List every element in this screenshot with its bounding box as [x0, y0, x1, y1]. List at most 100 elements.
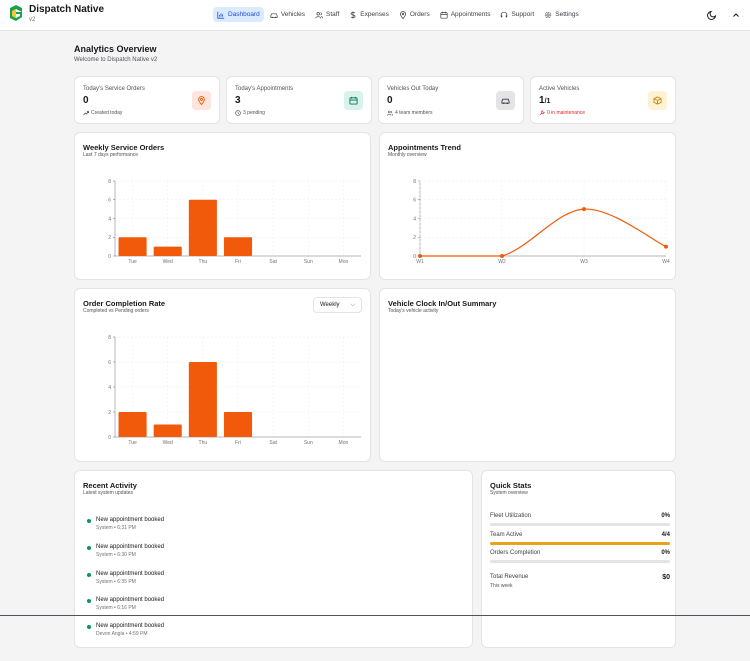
bar [118, 412, 147, 437]
stat-foot: 4 team members [387, 110, 433, 116]
revenue-label: Total Revenue [490, 574, 529, 580]
stat-value: 1/1 [539, 95, 550, 106]
nav-settings[interactable]: Settings [540, 7, 583, 22]
quick-stat-value: 0% [661, 550, 670, 556]
status-dot [87, 573, 91, 577]
quick-stat-value: 4/4 [661, 532, 670, 538]
activity-title: New appointment booked [96, 597, 165, 603]
x-tick-label: W2 [498, 259, 506, 265]
nav-vehicles[interactable]: Vehicles [266, 7, 309, 22]
period-select-value: Weekly [320, 302, 340, 308]
activity-meta: System • 6:30 PM [96, 552, 136, 558]
activity-meta: System • 6:31 PM [96, 525, 136, 531]
bar [223, 237, 253, 256]
card-title: Weekly Service Orders [83, 143, 165, 152]
dollar-icon [350, 10, 356, 19]
y-tick-label: 4 [108, 216, 111, 222]
nav-appointments[interactable]: Appointments [436, 7, 495, 22]
app-name: Dispatch Native [29, 4, 105, 15]
y-tick-label: 2 [108, 410, 111, 416]
nav-expenses-label: Expenses [360, 11, 389, 18]
bar [188, 199, 217, 256]
y-tick-label: 2 [413, 235, 416, 241]
bar [118, 237, 147, 256]
map-pin-icon [399, 10, 406, 19]
activity-item[interactable]: New appointment booked System • 6:31 PM [87, 516, 164, 532]
stat-foot-text: Created today [91, 110, 123, 116]
card-subtitle: Last 7 days performance [83, 152, 139, 158]
activity-item[interactable]: New appointment booked Devon Angia • 4:59… [87, 622, 164, 638]
quick-stat-row: Team Active 4/4 [490, 532, 670, 545]
calendar-icon [440, 11, 448, 19]
map-pin-icon [192, 91, 211, 110]
nav-expenses[interactable]: Expenses [345, 7, 393, 22]
users-icon [387, 110, 393, 116]
stat-card-vehicles-out[interactable]: Vehicles Out Today 0 4 team members [378, 76, 524, 124]
stat-card-active-vehicles[interactable]: Active Vehicles 1/1 0 in maintenance [530, 76, 676, 124]
activity-item[interactable]: New appointment booked System • 6:16 PM [87, 596, 164, 612]
nav-staff[interactable]: Staff [311, 7, 343, 22]
y-tick-label: 8 [108, 335, 111, 341]
x-tick-label: Wed [163, 440, 173, 446]
x-tick-label: Thu [199, 440, 208, 446]
card-title: Order Completion Rate [83, 299, 166, 308]
revenue-value: $0 [662, 574, 670, 581]
x-tick-label: Fri [235, 440, 241, 446]
stat-card-service-orders[interactable]: Today's Service Orders 0 Created today [74, 76, 220, 124]
series-line [419, 208, 667, 257]
card-subtitle: Today's vehicle activity [388, 308, 439, 314]
bar [153, 246, 182, 256]
nav-dashboard[interactable]: Dashboard [213, 7, 264, 22]
page-title: Analytics Overview [74, 44, 157, 54]
revenue-note: This week [490, 583, 513, 589]
period-select[interactable]: Weekly ⌵ [313, 297, 362, 313]
quick-stat-row: Orders Completion 0% [490, 550, 670, 563]
stat-value-suffix: /1 [544, 98, 551, 105]
stat-card-appointments[interactable]: Today's Appointments 3 3 pending [226, 76, 372, 124]
card-title: Quick Stats [490, 481, 532, 490]
x-tick-label: W4 [662, 259, 670, 265]
nav-vehicles-label: Vehicles [280, 11, 306, 18]
weekly-orders-card: Weekly Service Orders Last 7 days perfor… [74, 132, 371, 280]
trend-up-icon [83, 111, 89, 116]
data-point [418, 254, 422, 258]
stat-foot: Created today [83, 110, 122, 116]
card-title: Recent Activity [83, 481, 137, 490]
nav-staff-label: Staff [326, 11, 340, 18]
x-tick-label: Wed [163, 259, 173, 265]
activity-title: New appointment booked [96, 544, 165, 550]
y-tick-label: 8 [413, 179, 416, 185]
stat-value-number: 1 [539, 95, 545, 106]
app-version: v2 [29, 17, 36, 23]
collapse-button[interactable] [730, 9, 742, 21]
activity-meta: System • 6:16 PM [96, 605, 136, 611]
calendar-icon [344, 91, 363, 110]
quick-stat-label: Fleet Utilization [490, 513, 532, 519]
page-subtitle: Welcome to Dispatch Native v2 [74, 57, 158, 63]
theme-toggle-button[interactable] [706, 9, 718, 21]
card-title: Vehicle Clock In/Out Summary [388, 299, 497, 308]
y-tick-label: 4 [413, 216, 416, 222]
car-icon [270, 12, 278, 18]
nav-support[interactable]: Support [496, 7, 538, 22]
appointments-trend-chart: 0 2 4 6 8 W1 W2 W3 W4 [413, 179, 670, 265]
x-tick-label: Sat [269, 259, 277, 265]
activity-item[interactable]: New appointment booked System • 6:35 PM [87, 570, 164, 586]
x-tick-label: Thu [199, 259, 208, 265]
x-tick-label: Mon [339, 259, 349, 265]
nav-orders[interactable]: Orders [395, 7, 434, 22]
appointments-trend-card: Appointments Trend Monthly overview 0 2 4 6… [379, 132, 676, 280]
activity-title: New appointment booked [96, 517, 165, 523]
activity-meta: Devon Angia • 4:59 PM [96, 631, 148, 637]
y-tick-label: 6 [108, 360, 111, 366]
x-tick-label: W3 [580, 259, 588, 265]
y-tick-label: 2 [108, 235, 111, 241]
brand[interactable]: Dispatch Native v2 [8, 4, 104, 24]
status-dot [87, 519, 91, 523]
activity-title: New appointment booked [96, 571, 165, 577]
y-tick-label: 8 [108, 179, 111, 185]
activity-item[interactable]: New appointment booked System • 6:30 PM [87, 543, 164, 559]
gear-icon [545, 11, 552, 18]
activity-title: New appointment booked [96, 623, 165, 629]
stat-title: Vehicles Out Today [387, 86, 439, 92]
